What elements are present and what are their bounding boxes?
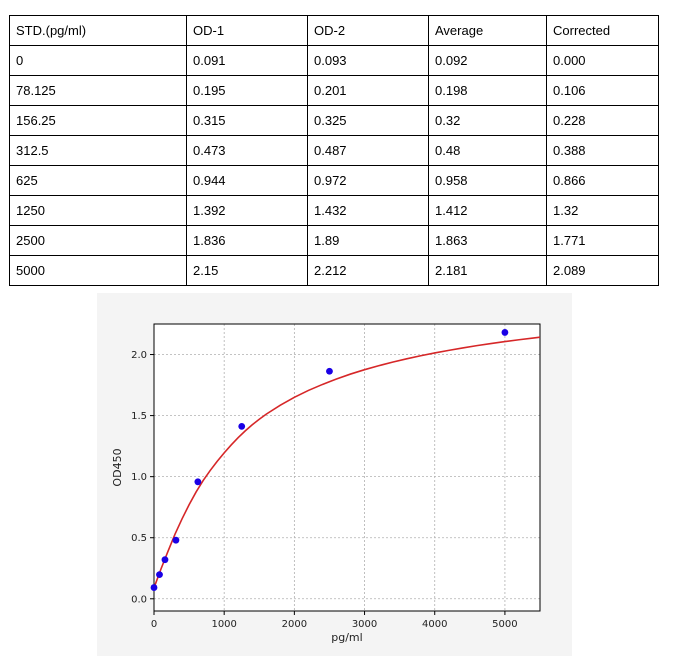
table-cell: 156.25 [9, 105, 187, 136]
table-cell: 2.212 [307, 255, 429, 286]
table-cell: 5000 [9, 255, 187, 286]
table-cell: 1.863 [428, 225, 547, 256]
table-cell: 0.198 [428, 75, 547, 106]
table-cell: 0.32 [428, 105, 547, 136]
table-cell: 1.432 [307, 195, 429, 226]
table-cell: 0.000 [546, 45, 659, 76]
x-axis-label: pg/ml [331, 631, 362, 644]
table-cell: 0.228 [546, 105, 659, 136]
x-tick-label: 5000 [492, 619, 517, 630]
table-cell: 0.972 [307, 165, 429, 196]
y-axis-label: OD450 [111, 448, 124, 486]
fit-curve-layer [153, 336, 541, 589]
data-point [238, 422, 246, 430]
table-cell: 0.388 [546, 135, 659, 166]
table-row: 2500 1.836 1.89 1.863 1.771 [9, 225, 659, 256]
table-cell: 1.412 [428, 195, 547, 226]
table-cell: 0.091 [186, 45, 308, 76]
table-cell: 625 [9, 165, 187, 196]
table-cell: 0.201 [307, 75, 429, 106]
data-point [172, 536, 180, 544]
axis-ticks: 0 1000 2000 3000 4000 5000 0.0 0.5 1.0 1.5 2.0 [131, 350, 518, 630]
table-row: 5000 2.15 2.212 2.181 2.089 [9, 255, 659, 286]
x-tick-label: 4000 [422, 619, 447, 630]
table-header-cell: Average [428, 15, 547, 46]
fit-curve-line [153, 336, 541, 589]
table-cell: 78.125 [9, 75, 187, 106]
data-point [156, 571, 163, 579]
grid-lines [153, 324, 540, 611]
table-cell: 0.325 [307, 105, 429, 136]
table-row: 78.125 0.195 0.201 0.198 0.106 [9, 75, 659, 106]
table-row: 156.25 0.315 0.325 0.32 0.228 [9, 105, 659, 136]
plot-frame [153, 323, 541, 612]
data-point [501, 329, 509, 336]
x-tick-label: 1000 [211, 619, 236, 630]
plot-area [154, 324, 540, 611]
data-points-layer [150, 329, 509, 591]
data-point [194, 478, 202, 486]
table-cell: 0.093 [307, 45, 429, 76]
data-point [326, 367, 333, 375]
table-cell: 0 [9, 45, 187, 76]
table-cell: 0.473 [186, 135, 308, 166]
table-cell: 0.195 [186, 75, 308, 106]
table-cell: 0.106 [546, 75, 659, 106]
x-tick-label: 0 [151, 619, 157, 630]
x-tick-label: 3000 [352, 619, 377, 630]
table-cell: 1.771 [546, 225, 659, 256]
table-cell: 0.315 [186, 105, 308, 136]
chart-svg: 0 1000 2000 3000 4000 5000 0.0 0.5 1.0 1.5 2.0 pg/… [111, 323, 541, 644]
table-cell: 0.487 [307, 135, 429, 166]
y-tick-label: 1.0 [131, 472, 147, 483]
table-cell: 2500 [9, 225, 187, 256]
table-cell: 0.958 [428, 165, 547, 196]
table-cell: 1.392 [186, 195, 308, 226]
table-cell: 1.836 [186, 225, 308, 256]
table-header-cell: OD-2 [307, 15, 429, 46]
table-cell: 1.32 [546, 195, 659, 226]
table-cell: 0.944 [186, 165, 308, 196]
table-cell: 312.5 [9, 135, 187, 166]
table-row: 312.5 0.473 0.487 0.48 0.388 [9, 135, 659, 166]
table-header-row: STD.(pg/ml) OD-1 OD-2 Average Corrected [9, 15, 659, 46]
y-tick-label: 2.0 [131, 350, 147, 361]
standard-curve-table: STD.(pg/ml) OD-1 OD-2 Average Corrected 0 0.09… [9, 15, 659, 286]
table-cell: 2.181 [428, 255, 547, 286]
table-row: 625 0.944 0.972 0.958 0.866 [9, 165, 659, 196]
standard-curve-chart: 0 1000 2000 3000 4000 5000 0.0 0.5 1.0 1.5 2.0 pg/… [97, 293, 572, 656]
data-point [150, 584, 158, 591]
y-tick-label: 0.0 [131, 594, 147, 605]
table-row: 0 0.091 0.093 0.092 0.000 [9, 45, 659, 76]
table-header-cell: STD.(pg/ml) [9, 15, 187, 46]
table-header-cell: OD-1 [186, 15, 308, 46]
table-cell: 0.866 [546, 165, 659, 196]
y-tick-label: 0.5 [131, 533, 147, 544]
x-tick-label: 2000 [282, 619, 307, 630]
table-cell: 0.48 [428, 135, 547, 166]
table-cell: 1250 [9, 195, 187, 226]
data-point [161, 556, 169, 564]
table-row: 1250 1.392 1.432 1.412 1.32 [9, 195, 659, 226]
table-cell: 1.89 [307, 225, 429, 256]
table-cell: 0.092 [428, 45, 547, 76]
table-cell: 2.089 [546, 255, 659, 286]
table-cell: 2.15 [186, 255, 308, 286]
y-tick-label: 1.5 [131, 411, 147, 422]
table-header-cell: Corrected [546, 15, 659, 46]
